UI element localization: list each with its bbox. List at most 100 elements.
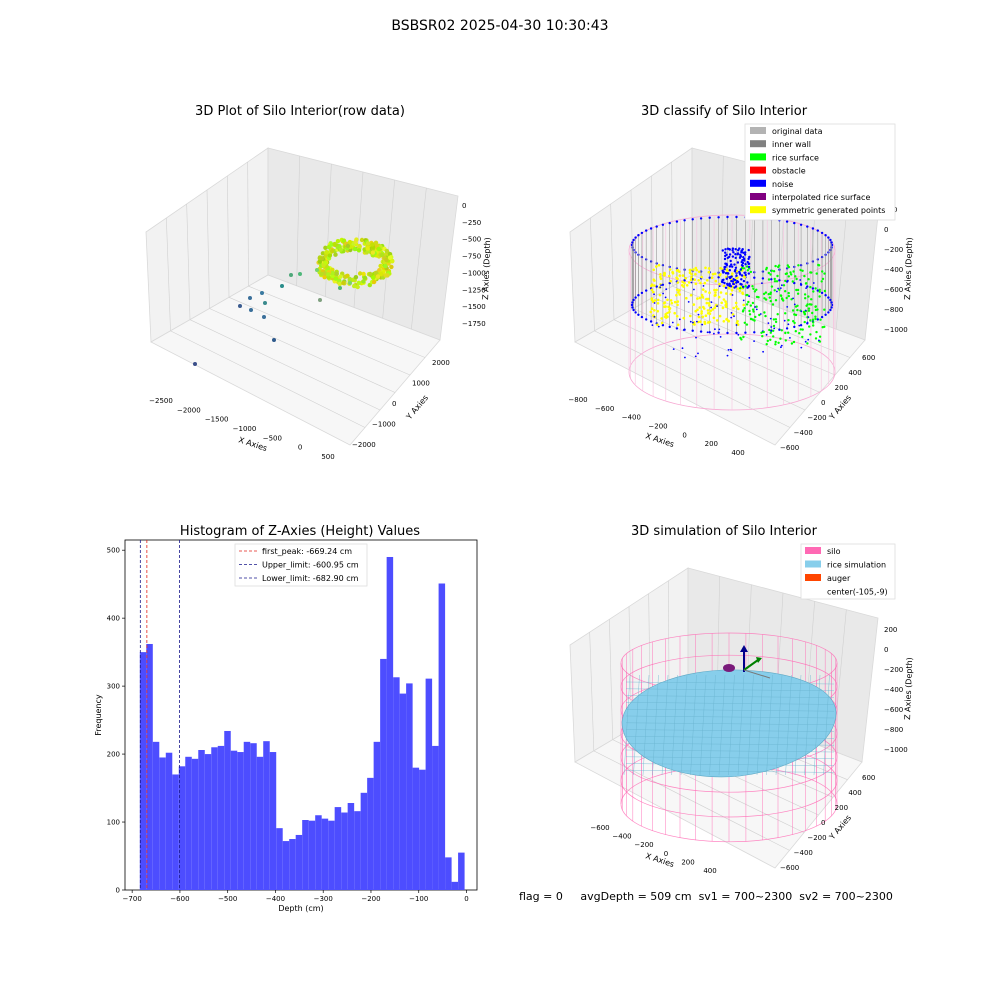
noise-point [742, 259, 745, 262]
histogram-xtick-label: −300 [314, 895, 333, 903]
noise-point [696, 320, 698, 323]
noise-point [720, 280, 724, 283]
noise-point [710, 306, 712, 309]
noise-point [668, 281, 671, 285]
histogram-title: Histogram of Z-Axies (Height) Values [179, 524, 421, 539]
raw-point [356, 280, 362, 285]
rice-surface-point [793, 321, 796, 325]
symmetric-point [715, 319, 719, 322]
rice-surface-point [752, 287, 755, 290]
rice-mesh-line [709, 674, 716, 776]
noise-point [726, 354, 729, 357]
rice-surface-point [777, 341, 780, 344]
histogram-bar [347, 803, 355, 890]
noise-point [675, 327, 679, 330]
rice-surface-point [818, 295, 821, 298]
rice-mesh-line [680, 674, 688, 776]
histogram-bar [243, 741, 251, 890]
noise-point [726, 282, 729, 286]
histogram-bar [282, 841, 290, 890]
noise-point [732, 251, 735, 254]
raw-point [334, 271, 339, 276]
rice-surface-point [790, 298, 793, 301]
noise-point [780, 346, 782, 349]
raw-point [362, 275, 368, 280]
histogram-bar [367, 777, 374, 890]
rice-surface-point [803, 293, 807, 296]
symmetric-point [726, 269, 729, 273]
histogram-bar [308, 820, 316, 890]
raw3d-ztick: −1250 [462, 286, 486, 294]
raw-point [352, 283, 357, 289]
histogram-xtick-label: −100 [409, 895, 428, 903]
noise-point [753, 276, 756, 279]
raw3d-ytick: 1000 [412, 380, 430, 388]
noise-point [706, 331, 709, 334]
symmetric-point [706, 279, 709, 282]
symmetric-point [689, 278, 693, 282]
symmetric-point [704, 314, 708, 318]
rice-surface-point [762, 292, 766, 296]
grid-line [411, 187, 427, 330]
rice-surface-point [786, 264, 789, 267]
noise-point [733, 270, 737, 273]
noise-point [789, 337, 791, 339]
symmetric-point [699, 281, 702, 285]
rice-surface-point [811, 318, 815, 321]
grid-line [633, 308, 821, 393]
noise-point [724, 286, 728, 289]
symmetric-point [685, 284, 689, 287]
noise-point [687, 301, 690, 303]
symmetric-point [713, 306, 716, 310]
rice-mesh-line [661, 674, 669, 776]
histogram-bar [360, 792, 368, 890]
rice-surface-point [773, 289, 776, 292]
noise-point [744, 273, 747, 277]
raw-point [326, 272, 331, 277]
noise-point [830, 243, 834, 247]
noise-point [728, 269, 731, 272]
rice-surface-point [803, 320, 806, 324]
noise-point [714, 328, 716, 331]
rice-surface-point [766, 339, 769, 343]
symmetric-point [715, 288, 718, 292]
classify-legend-label: inner wall [772, 140, 811, 149]
noise-point [734, 285, 738, 288]
raw-point [352, 246, 358, 252]
noise-point [729, 348, 732, 351]
symmetric-point [690, 275, 693, 279]
symmetric-point [736, 323, 740, 326]
symmetric-point [708, 320, 711, 324]
noise-point [716, 305, 718, 307]
histogram-bar [341, 812, 348, 890]
rice-surface-point [791, 280, 794, 283]
rice-surface-point [801, 269, 804, 272]
classify3d-xtick: −600 [595, 405, 614, 413]
noise-point [632, 238, 635, 242]
symmetric-point [703, 281, 707, 285]
noise-point [780, 344, 783, 347]
raw-point [380, 252, 385, 257]
raw-outlier-point [249, 308, 253, 312]
raw-point [365, 246, 370, 251]
symmetric-point [666, 311, 669, 315]
noise-point [735, 324, 738, 326]
sim3d-xtick: −200 [634, 841, 653, 849]
raw-point [353, 275, 359, 280]
noise-point [640, 231, 644, 235]
symmetric-point [736, 320, 739, 323]
symmetric-point [707, 302, 711, 305]
noise-point [733, 283, 736, 285]
rice-surface-point [787, 275, 790, 278]
rice-mesh-line [625, 681, 835, 685]
noise-point [778, 328, 781, 331]
noise-point [681, 347, 684, 350]
raw-outlier-point [262, 315, 266, 319]
sim3d-ylabel: Y Axies [827, 813, 853, 842]
symmetric-point [732, 306, 735, 310]
symmetric-point [694, 282, 698, 286]
noise-point [827, 296, 830, 299]
rice-surface-point [755, 305, 758, 308]
symmetric-point [708, 304, 711, 307]
rice-surface-point [818, 288, 821, 291]
